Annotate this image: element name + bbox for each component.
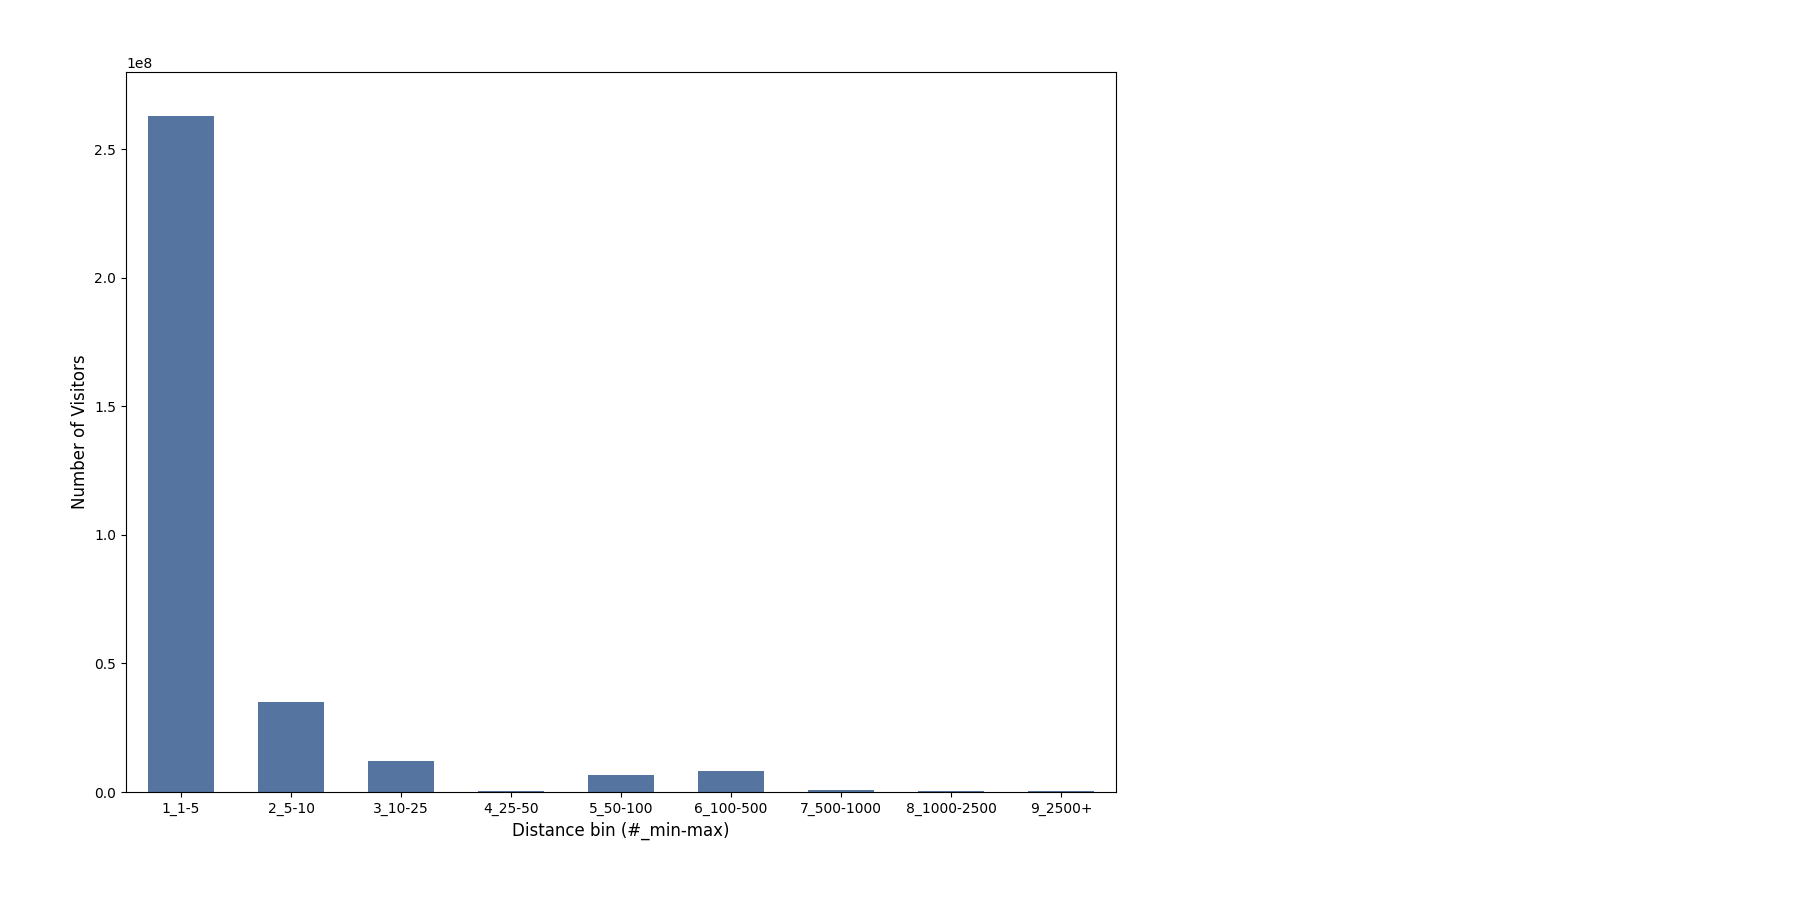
- Bar: [479, 791, 544, 792]
- Bar: [257, 702, 324, 792]
- Bar: [589, 775, 653, 792]
- Y-axis label: Number of Visitors: Number of Visitors: [70, 355, 88, 509]
- Bar: [808, 790, 875, 792]
- Bar: [367, 761, 434, 792]
- Bar: [148, 116, 214, 792]
- X-axis label: Distance bin (#_min-max): Distance bin (#_min-max): [513, 822, 729, 840]
- Bar: [698, 771, 763, 792]
- Bar: [918, 791, 985, 792]
